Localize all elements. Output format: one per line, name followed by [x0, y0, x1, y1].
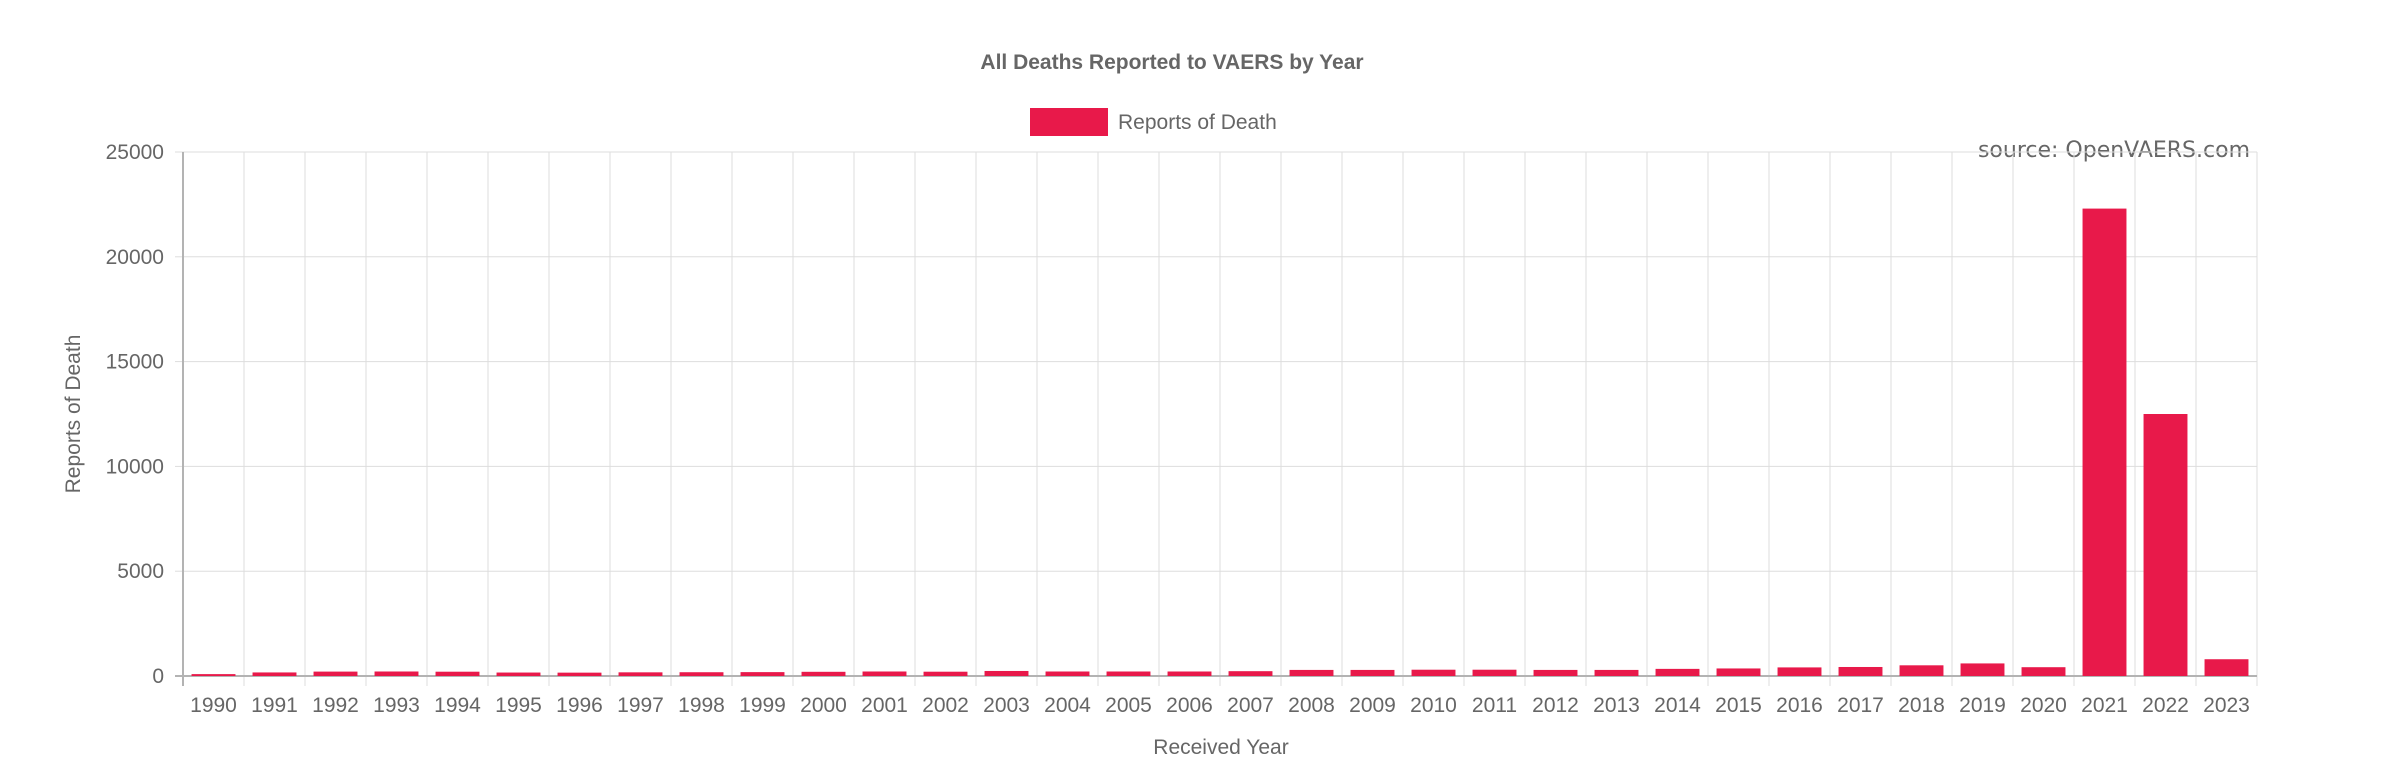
bar[interactable] [1655, 668, 1700, 676]
x-tick-label: 1993 [373, 694, 420, 717]
x-tick-label: 1998 [678, 694, 725, 717]
legend-label: Reports of Death [1118, 111, 1277, 134]
x-tick-label: 2014 [1654, 694, 1701, 717]
gridlines [175, 151, 2258, 686]
x-tick-label: 2018 [1898, 694, 1945, 717]
y-tick-label: 0 [152, 665, 164, 688]
x-tick-label: 1991 [251, 694, 298, 717]
bar[interactable] [1411, 669, 1456, 676]
bar[interactable] [740, 672, 785, 676]
bar[interactable] [862, 671, 907, 676]
x-tick-label: 2010 [1410, 694, 1457, 717]
tick-labels: 0 5000 10000 15000 20000 25000 1990 1991 1992 199… [106, 141, 2250, 717]
x-tick-label: 2000 [800, 694, 847, 717]
x-tick-label: 2006 [1166, 694, 1213, 717]
bar[interactable] [2143, 414, 2188, 676]
x-tick-label: 2003 [983, 694, 1030, 717]
x-tick-label: 1999 [739, 694, 786, 717]
bar[interactable] [923, 671, 968, 676]
x-tick-label: 2009 [1349, 694, 1396, 717]
x-tick-label: 1990 [190, 694, 237, 717]
x-tick-label: 2012 [1532, 694, 1579, 717]
x-tick-label: 2023 [2203, 694, 2250, 717]
x-tick-label: 2019 [1959, 694, 2006, 717]
x-tick-label: 2001 [861, 694, 908, 717]
bar[interactable] [496, 672, 541, 676]
legend-swatch [1030, 108, 1108, 136]
x-tick-label: 1992 [312, 694, 359, 717]
bar[interactable] [1533, 669, 1578, 676]
bar[interactable] [191, 674, 236, 676]
x-tick-label: 2008 [1288, 694, 1335, 717]
bar[interactable] [313, 671, 358, 676]
bar[interactable] [1777, 667, 1822, 676]
x-tick-label: 1994 [434, 694, 481, 717]
x-tick-label: 2011 [1472, 694, 1517, 717]
y-tick-label: 10000 [106, 455, 164, 478]
bar[interactable] [252, 672, 297, 676]
x-tick-label: 2004 [1044, 694, 1091, 717]
x-tick-label: 2005 [1105, 694, 1152, 717]
x-tick-label: 2021 [2081, 694, 2128, 717]
x-tick-label: 2020 [2020, 694, 2067, 717]
bar[interactable] [1960, 663, 2005, 676]
bar[interactable] [984, 670, 1029, 676]
y-tick-label: 15000 [106, 351, 164, 374]
x-tick-label: 2016 [1776, 694, 1823, 717]
bar[interactable] [1350, 669, 1395, 676]
bar[interactable] [2021, 667, 2066, 676]
bar[interactable] [1899, 665, 1944, 676]
bar[interactable] [374, 671, 419, 676]
x-tick-label: 1997 [617, 694, 664, 717]
bar[interactable] [1594, 669, 1639, 676]
source-annotation: source: OpenVAERS.com [1978, 138, 2250, 163]
bar[interactable] [618, 672, 663, 676]
bar[interactable] [1838, 666, 1883, 676]
x-tick-label: 2017 [1837, 694, 1884, 717]
legend[interactable]: Reports of Death [1030, 108, 1277, 136]
bar[interactable] [2082, 208, 2127, 677]
x-tick-label: 2013 [1593, 694, 1640, 717]
y-axis-label: Reports of Death [62, 335, 85, 494]
y-tick-label: 25000 [106, 141, 164, 164]
bar[interactable] [679, 672, 724, 676]
x-tick-label: 2007 [1227, 694, 1274, 717]
bar[interactable] [1045, 671, 1090, 676]
x-tick-label: 2002 [922, 694, 969, 717]
bar[interactable] [2204, 659, 2249, 676]
bar[interactable] [1228, 671, 1273, 676]
bar[interactable] [801, 671, 846, 676]
x-tick-label: 1995 [495, 694, 542, 717]
x-axis-label: Received Year [1153, 736, 1288, 759]
bars [191, 208, 2249, 677]
y-tick-label: 20000 [106, 246, 164, 269]
bar[interactable] [557, 672, 602, 676]
x-tick-label: 2022 [2142, 694, 2189, 717]
bar[interactable] [1167, 671, 1212, 676]
y-tick-label: 5000 [117, 560, 164, 583]
bar[interactable] [435, 671, 480, 676]
bar[interactable] [1472, 669, 1517, 676]
bar[interactable] [1106, 671, 1151, 676]
chart-title: All Deaths Reported to VAERS by Year [980, 51, 1363, 74]
x-tick-label: 2015 [1715, 694, 1762, 717]
bar[interactable] [1716, 668, 1761, 676]
x-tick-label: 1996 [556, 694, 603, 717]
bar[interactable] [1289, 669, 1334, 676]
